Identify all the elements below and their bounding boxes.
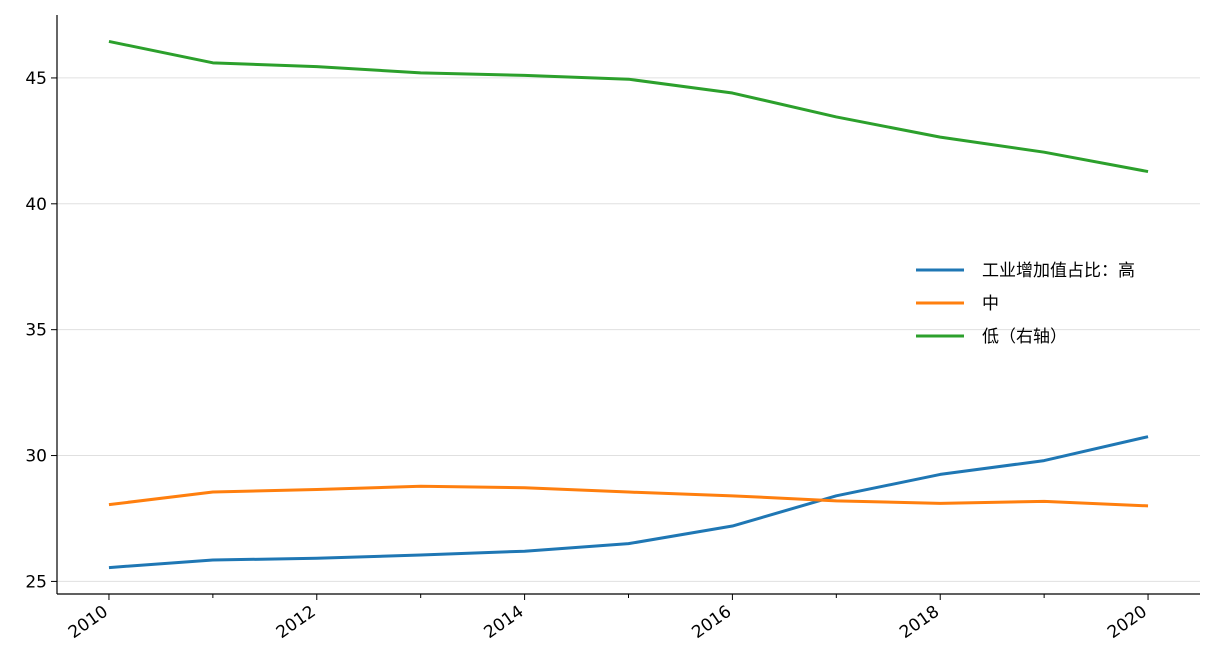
y-tick-label: 30 bbox=[25, 447, 47, 467]
x-tick-label: 2018 bbox=[896, 602, 943, 643]
x-tick-label: 2020 bbox=[1104, 602, 1151, 643]
x-tick-label: 2010 bbox=[65, 602, 112, 643]
legend-label: 中 bbox=[982, 294, 999, 314]
y-tick-label: 40 bbox=[25, 195, 47, 215]
legend-label: 低（右轴） bbox=[982, 327, 1067, 347]
line bbox=[108, 484, 1149, 508]
legend-label: 工业增加值占比：高 bbox=[982, 261, 1135, 281]
y-tick-label: 25 bbox=[25, 572, 47, 592]
x-tick-label: 2014 bbox=[481, 602, 528, 643]
y-tick-label: 35 bbox=[25, 321, 47, 341]
y-tick-label: 45 bbox=[25, 69, 47, 89]
line bbox=[108, 39, 1149, 174]
x-tick-label: 2016 bbox=[688, 602, 735, 643]
x-tick-label: 2012 bbox=[273, 602, 320, 643]
line bbox=[108, 435, 1149, 570]
